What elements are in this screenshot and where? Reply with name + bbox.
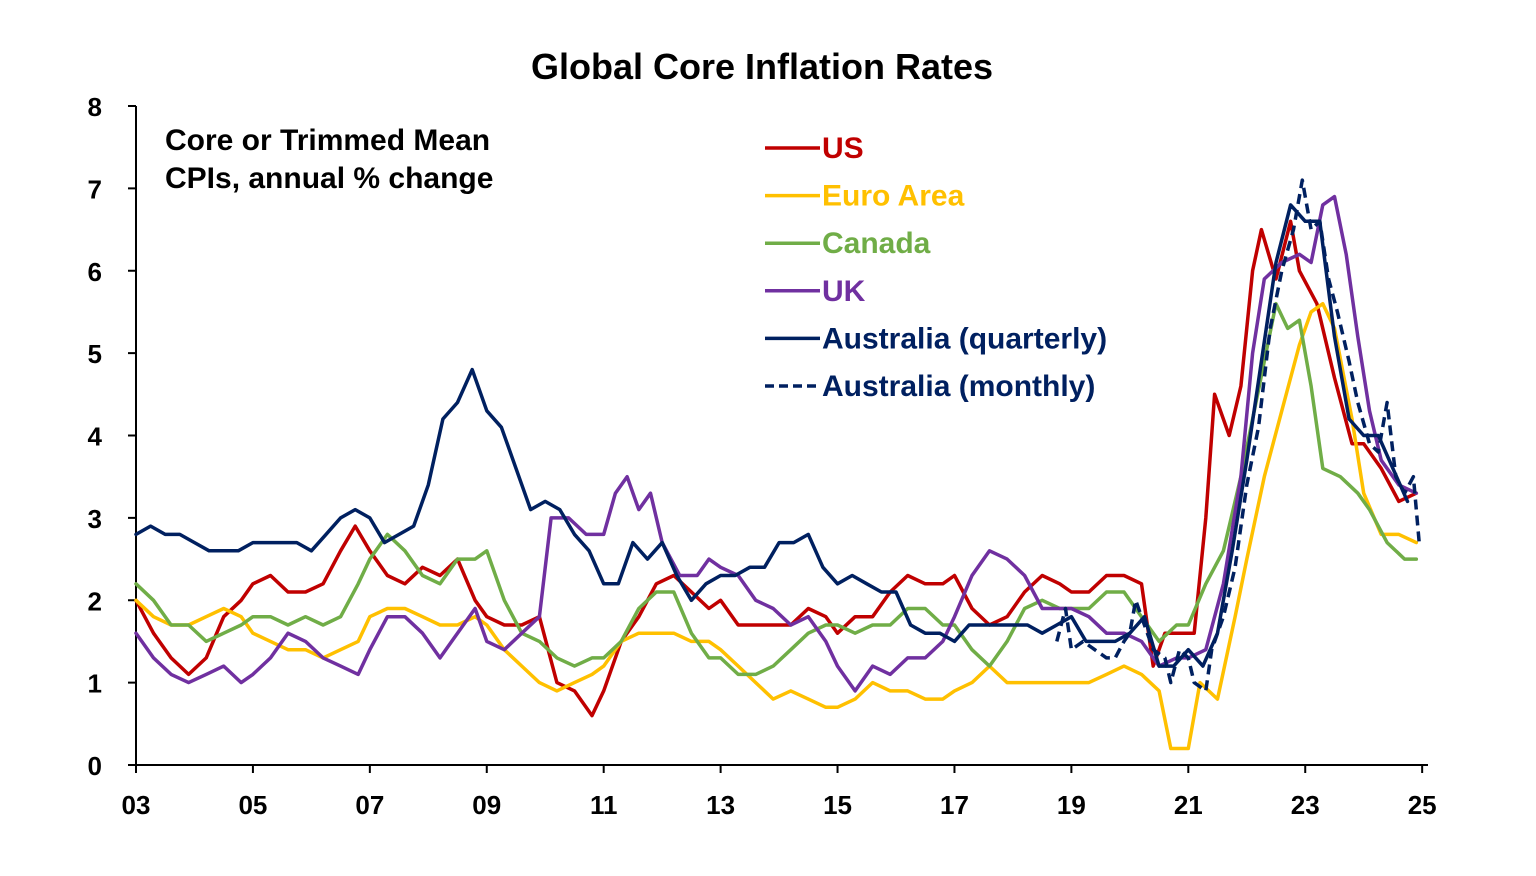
series-line-australia-monthly xyxy=(1055,178,1421,693)
x-tick-label: 09 xyxy=(472,790,501,820)
x-axis-ticks: 03 05 07 09 11 13 15 17 19 21 23 25 xyxy=(122,765,1437,820)
x-tick-label: 19 xyxy=(1057,790,1086,820)
plot-area xyxy=(134,178,1421,751)
series-line-us xyxy=(134,219,1419,718)
series-line-uk xyxy=(134,194,1419,693)
x-tick-label: 17 xyxy=(940,790,969,820)
annotation-line-1: Core or Trimmed Mean xyxy=(165,124,490,157)
y-tick-label: 2 xyxy=(88,586,102,616)
series-line-australia-quarterly xyxy=(134,203,1410,668)
legend: US Euro Area Canada UK Australia (quarterly)… xyxy=(765,132,1107,403)
x-tick-label: 03 xyxy=(122,790,151,820)
legend-label: Canada xyxy=(822,227,931,260)
x-tick-label: 05 xyxy=(238,790,267,820)
series-line-euro-area xyxy=(134,301,1419,751)
legend-label: Australia (quarterly) xyxy=(822,322,1107,355)
x-tick-label: 21 xyxy=(1174,790,1203,820)
y-tick-label: 8 xyxy=(88,92,102,122)
legend-label: Euro Area xyxy=(822,180,965,213)
y-tick-label: 3 xyxy=(88,504,102,534)
x-tick-label: 07 xyxy=(355,790,384,820)
y-tick-label: 0 xyxy=(88,751,102,781)
chart-title: Global Core Inflation Rates xyxy=(531,46,993,87)
x-tick-label: 23 xyxy=(1291,790,1320,820)
series-line-canada xyxy=(134,301,1419,677)
y-tick-label: 7 xyxy=(88,174,102,204)
y-axis-ticks: 0 1 2 3 4 5 6 7 8 xyxy=(88,92,136,781)
legend-label: Australia (monthly) xyxy=(822,370,1095,403)
x-tick-label: 25 xyxy=(1408,790,1437,820)
y-tick-label: 4 xyxy=(88,422,103,452)
y-tick-label: 5 xyxy=(88,339,102,369)
x-tick-label: 13 xyxy=(706,790,735,820)
legend-label: UK xyxy=(822,275,866,308)
x-tick-label: 11 xyxy=(590,790,618,820)
annotation-line-2: CPIs, annual % change xyxy=(165,162,493,195)
y-tick-label: 6 xyxy=(88,257,102,287)
annotation: Core or Trimmed Mean CPIs, annual % chan… xyxy=(165,124,493,195)
x-tick-label: 15 xyxy=(823,790,852,820)
legend-label: US xyxy=(822,132,864,165)
y-tick-label: 1 xyxy=(88,669,102,699)
